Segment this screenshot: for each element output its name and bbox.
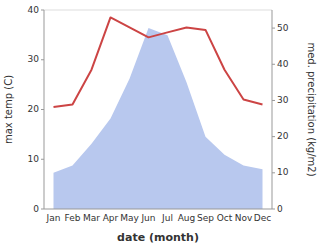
x-tick-label: Mar: [83, 213, 100, 223]
y2-tick-label: 10: [277, 167, 289, 177]
y-tick-label: 30: [28, 54, 40, 64]
y2-tick-label: 0: [277, 204, 283, 214]
y2-tick: [272, 28, 275, 29]
chart: 0 10 20 30 40 0 10 20 30 40 50 Jan FebMarAprMayJun Ju…: [0, 0, 318, 247]
y2-tick-label: 40: [277, 59, 289, 69]
x-tick-label: Sep: [197, 213, 214, 223]
y-tick: [41, 59, 44, 60]
x-tick-label: Jul: [161, 213, 173, 223]
x-axis-title: date (month): [117, 231, 199, 244]
x-tick-label: Jun: [140, 213, 155, 223]
y2-tick-label: 30: [277, 95, 289, 105]
x-tick-label: Nov: [235, 213, 253, 223]
top-border: [44, 10, 272, 11]
y-tick-label: 20: [28, 104, 40, 114]
y-tick: [41, 109, 44, 110]
x-tick-label: Feb: [65, 213, 81, 223]
line: [54, 17, 263, 107]
y2-axis-line: [272, 10, 273, 209]
y2-tick: [272, 209, 275, 210]
x-tick-label: Oct: [217, 213, 233, 223]
y-tick-label: 0: [33, 204, 39, 214]
y-tick-label: 40: [28, 5, 40, 15]
area: [54, 28, 263, 209]
y-axis-title: max temp (C): [3, 75, 14, 144]
y2-tick: [272, 136, 275, 137]
y-tick: [41, 159, 44, 160]
y-tick: [41, 209, 44, 210]
marks: [54, 17, 263, 209]
y2-axis-title: med. precipitation (kg/m2): [306, 42, 317, 176]
y2-tick: [272, 100, 275, 101]
x-tick-label: Aug: [178, 213, 196, 223]
x-tick-label: Dec: [254, 213, 271, 223]
x-tick-label: May: [120, 213, 139, 223]
y-tick: [41, 10, 44, 11]
y2-tick-label: 20: [277, 131, 289, 141]
y2-tick: [272, 172, 275, 173]
x-axis-line: [44, 209, 272, 210]
chart-container: 0 10 20 30 40 0 10 20 30 40 50 Jan FebMarAprMayJun Ju…: [0, 0, 318, 247]
x-tick-label: Jan: [46, 213, 61, 223]
y2-tick-label: 50: [277, 23, 289, 33]
x-tick-label: Apr: [103, 213, 119, 223]
y2-tick: [272, 64, 275, 65]
y-tick-label: 10: [28, 154, 40, 164]
